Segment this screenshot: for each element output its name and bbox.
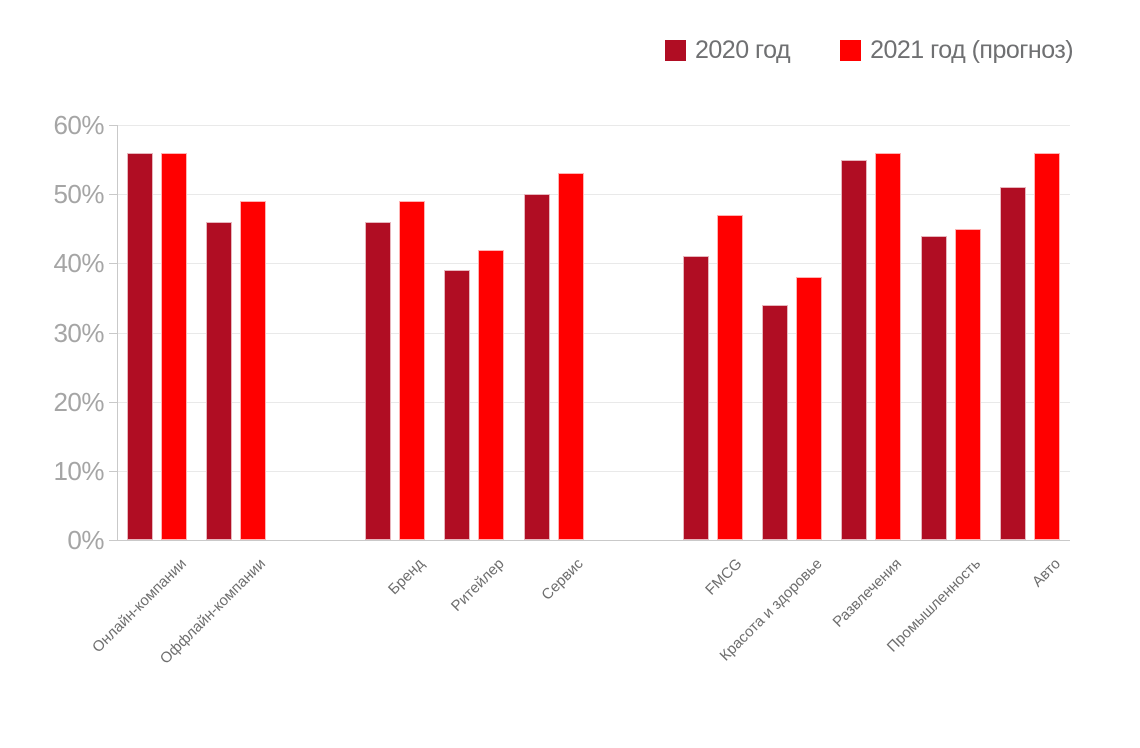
gridline: [117, 194, 1070, 196]
y-axis-tick-label: 20%: [53, 386, 104, 417]
gridline: [117, 125, 1070, 126]
bar-2021: [796, 277, 823, 540]
y-axis-tick: [109, 401, 117, 403]
bar-2020: [126, 152, 153, 540]
y-axis-line: [117, 125, 118, 540]
x-axis-label: Сервис: [538, 555, 588, 604]
y-axis-tick-label: 50%: [53, 179, 104, 210]
bar-2021: [954, 228, 981, 540]
bar-2021: [240, 201, 267, 540]
y-axis-tick-label: 10%: [53, 455, 104, 486]
x-axis-line: [109, 540, 1070, 541]
x-axis-label: Развлечения: [829, 555, 905, 631]
legend-label-2021: 2021 год (прогноз): [870, 36, 1074, 64]
y-axis-tick: [109, 332, 117, 334]
y-axis-tick: [109, 263, 117, 265]
legend: 2020 год 2021 год (прогноз): [665, 36, 1074, 65]
gridline: [117, 332, 1070, 334]
bar-2020: [364, 221, 391, 540]
x-axis-label: Авто: [1028, 555, 1064, 591]
bar-2021: [557, 173, 584, 540]
y-axis-tick: [109, 194, 117, 196]
bar-2021: [1034, 152, 1061, 540]
y-axis-tick-label: 40%: [53, 248, 104, 279]
bar-2020: [444, 270, 471, 540]
bar-2021: [478, 249, 505, 540]
x-axis-label: Бренд: [385, 555, 429, 599]
y-axis-tick-label: 60%: [53, 110, 104, 140]
legend-swatch-2021-icon: [840, 40, 862, 61]
legend-item-2021: 2021 год (прогноз): [840, 36, 1074, 65]
bar-2020: [1000, 187, 1027, 540]
bar-2020: [841, 159, 868, 540]
gridline: [117, 263, 1070, 265]
bar-2021: [875, 152, 902, 540]
bar-2021: [160, 152, 187, 540]
bar-2021: [398, 201, 425, 540]
legend-item-2020: 2020 год: [665, 36, 791, 65]
y-axis-tick: [109, 470, 117, 472]
legend-label-2020: 2020 год: [695, 36, 791, 64]
bar-2020: [682, 256, 709, 540]
bar-2020: [762, 304, 789, 540]
gridline: [117, 401, 1070, 403]
bar-2020: [206, 221, 233, 540]
x-axis-label: Ритейлер: [448, 555, 508, 615]
y-axis-tick-label: 30%: [53, 317, 104, 348]
legend-swatch-2020-icon: [665, 40, 686, 61]
x-axis-label: FMCG: [702, 555, 746, 599]
y-axis-tick: [109, 125, 117, 126]
bar-2021: [716, 214, 743, 540]
gridline: [117, 470, 1070, 472]
bar-2020: [920, 235, 947, 540]
bar-2020: [523, 194, 550, 540]
y-axis-tick-label: 0%: [67, 525, 104, 555]
